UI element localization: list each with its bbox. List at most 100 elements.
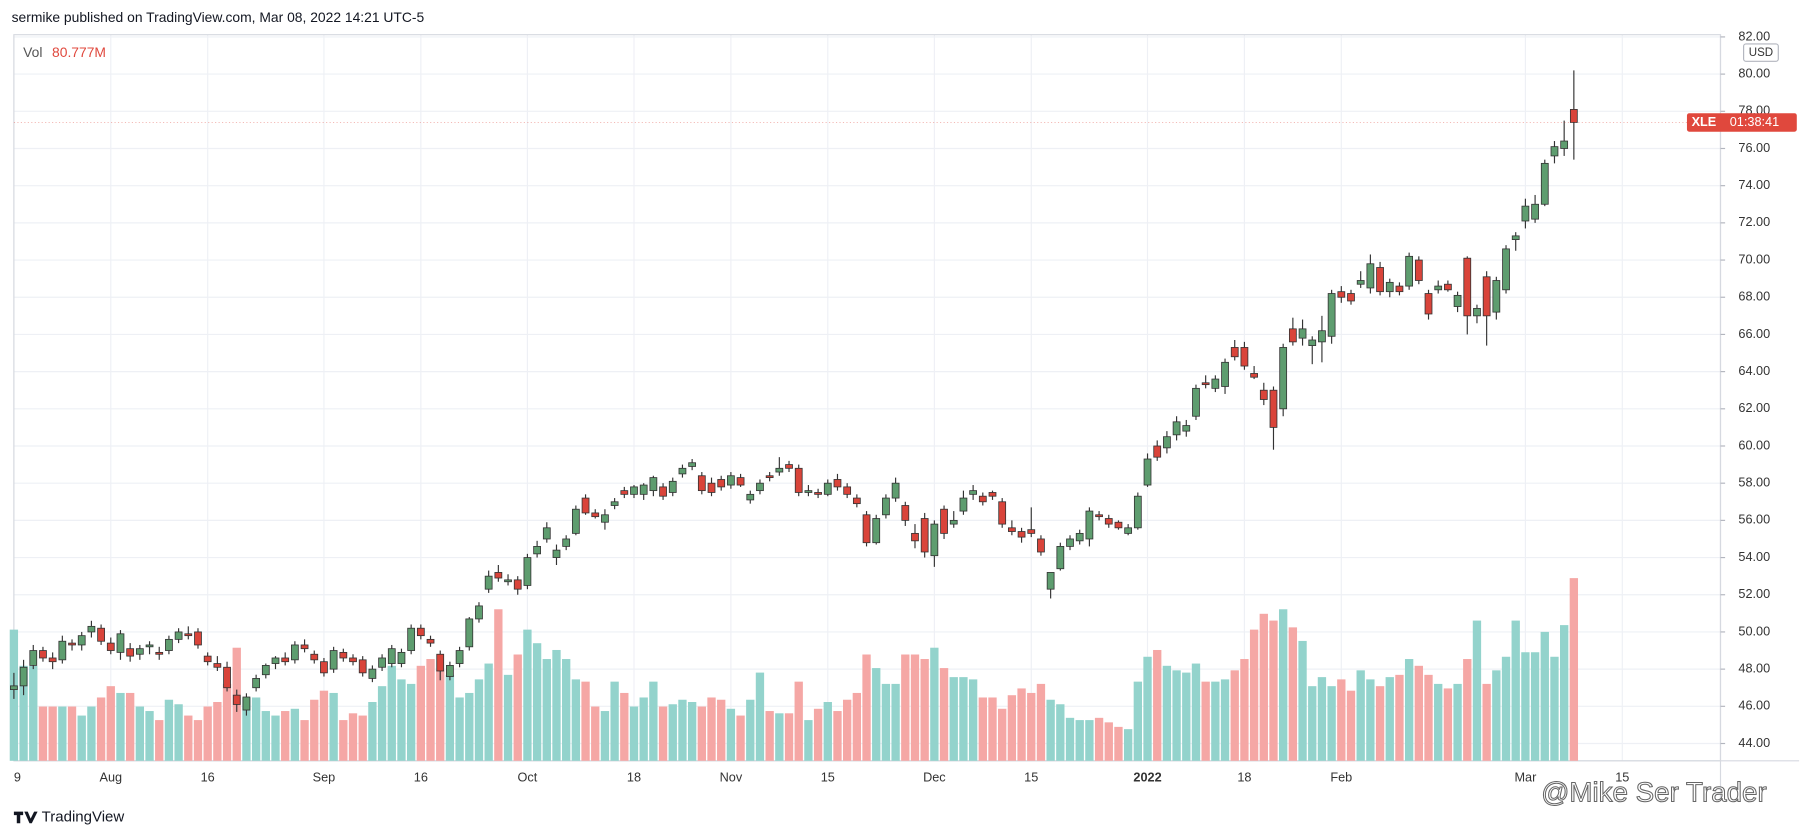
volume-bar xyxy=(271,715,280,761)
volume-bar xyxy=(1211,681,1220,761)
candle-body xyxy=(135,648,144,655)
volume-bar xyxy=(106,686,115,761)
candle-body xyxy=(697,475,706,492)
candle-body xyxy=(1192,387,1200,417)
candle-body xyxy=(368,668,377,679)
y-tick-label: 72.00 xyxy=(1738,214,1770,229)
candle-body xyxy=(610,501,619,506)
candle-body xyxy=(901,505,910,521)
volume-bar xyxy=(794,681,803,761)
price-tag xyxy=(1686,113,1797,132)
candle-body xyxy=(329,650,338,670)
candle-body xyxy=(378,657,386,668)
volume-bar xyxy=(591,706,600,761)
volume-bar xyxy=(542,659,551,761)
volume-value: 80.777M xyxy=(52,44,106,60)
volume-bar xyxy=(842,699,852,761)
candle-body xyxy=(949,519,958,525)
y-tick-label: 62.00 xyxy=(1738,400,1770,415)
volume-bar xyxy=(978,697,987,761)
watermark: @Mike Ser Trader xyxy=(1541,777,1766,808)
candle-body xyxy=(1540,162,1549,205)
candle-body xyxy=(358,659,367,674)
volume-bar xyxy=(29,665,38,761)
volume-bar xyxy=(503,674,513,761)
candle-body xyxy=(1337,291,1346,298)
y-tick-label: 44.00 xyxy=(1738,735,1770,750)
candle-body xyxy=(969,490,977,495)
volume-bar xyxy=(1075,720,1084,761)
candle-body xyxy=(1066,538,1074,547)
volume-bar xyxy=(1269,620,1278,761)
volume-bar xyxy=(1550,656,1559,761)
candle-body xyxy=(1124,527,1133,534)
volume-bar xyxy=(426,659,435,761)
volume-bar xyxy=(629,706,639,761)
volume-bar xyxy=(532,643,542,761)
volume-bar xyxy=(939,668,949,761)
candle-body xyxy=(203,655,212,663)
volume-bar xyxy=(639,697,648,761)
volume-bar xyxy=(494,609,503,761)
candle-body xyxy=(1318,330,1326,343)
candle-body xyxy=(1327,293,1336,337)
volume-bar xyxy=(513,654,522,761)
volume-bar xyxy=(998,708,1007,761)
volume-bar xyxy=(804,720,813,761)
volume-bar xyxy=(833,711,842,761)
candle-body xyxy=(1172,421,1181,436)
volume-label: Vol xyxy=(23,44,42,60)
candle-body xyxy=(1008,527,1016,532)
candle-body xyxy=(126,648,135,657)
volume-bar xyxy=(1472,620,1482,761)
candle-body xyxy=(426,638,435,644)
candle-body xyxy=(678,467,687,475)
volume-bar xyxy=(339,720,348,761)
volume-bar xyxy=(455,697,464,761)
candle-body xyxy=(19,666,28,687)
candle-body xyxy=(145,644,154,648)
volume-bar xyxy=(891,683,900,761)
volume-bar xyxy=(242,697,251,761)
candle-body xyxy=(184,633,193,637)
volume-bar xyxy=(1046,699,1055,761)
volume-bar xyxy=(610,681,619,761)
volume-bar xyxy=(281,711,290,761)
candle-body xyxy=(300,644,309,650)
volume-bar xyxy=(1443,688,1453,761)
volume-bar xyxy=(1434,683,1443,761)
volume-bar xyxy=(1191,663,1201,761)
candle-body xyxy=(446,665,454,677)
y-tick-label: 82.00 xyxy=(1738,28,1770,43)
y-tick-label: 74.00 xyxy=(1738,177,1770,192)
candle-body xyxy=(310,653,319,661)
candle-body xyxy=(320,661,328,674)
x-tick-label: 15 xyxy=(1615,770,1629,785)
volume-bar xyxy=(1356,670,1365,761)
y-tick-label: 64.00 xyxy=(1738,363,1770,378)
volume-bar xyxy=(261,711,270,761)
volume-bar xyxy=(19,665,28,761)
volume-bar xyxy=(164,699,174,761)
candle-body xyxy=(591,512,600,518)
volume-bar xyxy=(746,699,755,761)
candle-body xyxy=(1085,510,1094,540)
candle-body xyxy=(1463,257,1472,317)
volume-bar xyxy=(58,706,67,761)
volume-bar xyxy=(1366,679,1375,761)
volume-bar xyxy=(329,692,338,761)
volume-bar xyxy=(251,697,261,761)
candle-body xyxy=(601,514,609,523)
volume-bar xyxy=(1027,692,1036,761)
volume-bar xyxy=(784,713,794,761)
candle-body xyxy=(291,644,299,661)
price-tag-symbol: XLE xyxy=(1692,114,1717,129)
volume-bar xyxy=(930,647,939,761)
candle-body xyxy=(1230,347,1239,358)
x-tick-label: 16 xyxy=(201,770,215,785)
candle-body xyxy=(727,475,735,486)
volume-bar xyxy=(474,679,484,761)
volume-bar xyxy=(87,706,96,761)
candle-body xyxy=(1017,531,1026,538)
candle-body xyxy=(717,479,726,488)
